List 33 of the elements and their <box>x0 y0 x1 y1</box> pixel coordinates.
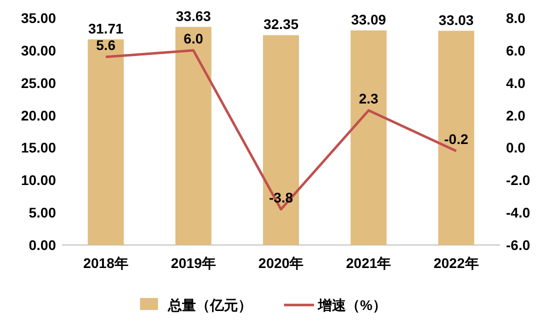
y2-tick-label: 4.0 <box>506 74 526 91</box>
data-label: 33.09 <box>351 11 386 28</box>
y-tick-label: 5.00 <box>28 204 56 221</box>
legend-label: 总量（亿元） <box>167 297 252 313</box>
y2-tick-label: 6.0 <box>506 42 526 58</box>
y-tick-label: 35.00 <box>20 10 56 26</box>
y-tick-label: 0.00 <box>28 237 56 253</box>
data-label: 5.6 <box>96 36 116 53</box>
y-tick-label: 30.00 <box>20 42 56 58</box>
y2-tick-label: -6.0 <box>506 237 530 253</box>
data-label: -3.8 <box>268 189 294 206</box>
y2-tick-label: -4.0 <box>506 204 530 221</box>
y-tick-label: 25.00 <box>20 74 56 91</box>
x-tick-label: 2022年 <box>434 255 479 271</box>
y2-tick-label: -2.0 <box>506 172 530 188</box>
data-label: 33.63 <box>176 8 212 24</box>
y2-tick-label: 2.0 <box>506 107 526 124</box>
y-tick-label: 10.00 <box>20 172 56 188</box>
x-tick-label: 2018年 <box>83 255 128 271</box>
y-tick-label: 20.00 <box>20 107 56 124</box>
x-tick-label: 2021年 <box>346 255 392 271</box>
y-tick-label: 15.00 <box>20 140 56 156</box>
data-label: 32.35 <box>263 16 299 32</box>
data-label: 6.0 <box>184 30 204 46</box>
y2-tick-label: 0.0 <box>506 140 526 156</box>
x-tick-label: 2019年 <box>170 255 216 271</box>
data-label: 31.71 <box>88 20 124 36</box>
data-label: 2.3 <box>358 90 379 106</box>
data-label: -0.2 <box>444 130 468 147</box>
data-label: 33.03 <box>438 12 474 28</box>
legend-label: 增速（%） <box>317 297 386 313</box>
y2-tick-label: 8.0 <box>506 10 526 26</box>
x-tick-label: 2020年 <box>258 255 304 271</box>
